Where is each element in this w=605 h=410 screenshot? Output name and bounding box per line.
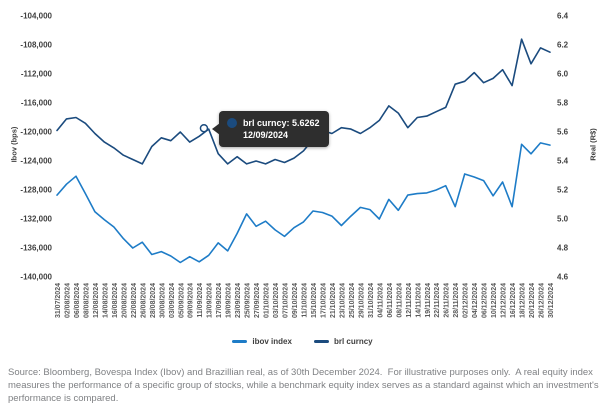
x-tick-label: 06/12/2024 [482,283,489,318]
x-tick-label: 28/08/2024 [150,283,157,318]
x-tick-label: 02/08/2024 [64,283,71,318]
brl-curncy-line[interactable] [56,38,551,165]
x-tick-label: 03/09/2024 [169,283,176,318]
x-tick-label: 25/09/2024 [245,283,252,318]
x-tick-label: 25/10/2024 [349,283,356,318]
x-tick-label: 20/12/2024 [529,283,536,318]
y-left-tick-label: -104,000 [20,12,52,21]
tooltip-arrow-icon [211,123,220,136]
x-tick-label: 12/08/2024 [93,283,100,318]
legend-swatch-brl-curncy-icon [313,340,329,343]
plot-svg: -104,000 -108,000 -112,000 -116,000 -120,000… [20,12,569,319]
legend-item-brl-curncy[interactable]: brl curncy [313,337,373,346]
x-tick-label: 26/08/2024 [140,283,147,318]
y-right-tick-label: 6.0 [557,70,569,79]
x-tick-label: 22/11/2024 [434,283,441,318]
x-tick-label: 15/10/2024 [311,283,318,318]
y-right-tick-label: 5.0 [557,215,569,224]
x-tick-label: 20/08/2024 [121,283,128,318]
series-dot-icon [226,118,237,129]
x-tick-label: 26/12/2024 [539,283,546,318]
ibov-index-line[interactable] [56,142,551,264]
x-tick-label: 27/09/2024 [254,283,261,318]
x-tick-label: 06/08/2024 [74,283,81,318]
x-tick-label: 08/08/2024 [83,283,90,318]
tooltip-value: brl curncy: 5.6262 [242,118,320,129]
x-tick-label: 31/10/2024 [368,283,375,318]
tooltip: brl curncy: 5.6262 12/09/2024 [211,111,330,148]
x-tick-label: 19/11/2024 [425,283,432,318]
x-tick-label: 26/11/2024 [444,283,451,318]
legend-swatch-ibov-index-icon [232,340,248,343]
hover-point-marker[interactable] [199,123,209,133]
y-right-tick-label: 4.6 [557,273,569,282]
x-tick-label: 31/07/2024 [55,283,62,318]
x-tick-label: 14/11/2024 [415,283,422,318]
y-left-tick-label: -136,000 [20,244,52,253]
x-tick-label: 09/09/2024 [188,283,195,318]
y-right-tick-label: 5.8 [557,99,569,108]
x-tick-label: 16/12/2024 [510,283,517,318]
x-tick-label: 04/11/2024 [377,283,384,318]
x-tick-label: 11/10/2024 [302,283,309,318]
legend: ibov index brl curncy [0,337,605,346]
tooltip-date: 12/09/2024 [242,130,288,141]
x-tick-label: 12/12/2024 [501,283,508,318]
x-tick-label: 04/12/2024 [472,283,479,318]
y-right-tick-label: 6.2 [557,41,569,50]
y-left-tick-label: -132,000 [20,215,52,224]
source-footnote: Source: Bloomberg, Bovespa Index (Ibov) … [8,367,602,404]
y-axis-left-title: Ibov (bps) [9,126,19,163]
y-right-tick-label: 6.4 [557,12,569,21]
x-tick-label: 18/12/2024 [520,283,527,318]
x-tick-label: 02/12/2024 [463,283,470,318]
x-tick-label: 12/11/2024 [406,283,413,318]
x-tick-label: 01/10/2024 [264,283,271,318]
x-tick-label: 23/10/2024 [339,283,346,318]
x-tick-label: 13/09/2024 [207,283,214,318]
y-left-tick-label: -128,000 [20,186,52,195]
y-right-tick-label: 4.8 [557,244,569,253]
x-tick-label: 23/09/2024 [235,283,242,318]
x-tick-label: 29/10/2024 [358,283,365,318]
y-right-tick-label: 5.6 [557,128,569,137]
y-right-tick-label: 5.2 [557,186,569,195]
tooltip-text: brl curncy: 5.6262 12/09/2024 [243,117,320,141]
y-left-tick-label: -112,000 [21,70,53,79]
legend-label-ibov-index: ibov index [252,337,292,346]
x-tick-label: 28/11/2024 [453,283,460,318]
y-left-tick-label: -108,000 [20,41,52,50]
y-left-tick-label: -140,000 [20,273,52,282]
y-right-tick-label: 5.4 [557,157,569,166]
legend-item-ibov-index[interactable]: ibov index [232,337,292,346]
x-tick-label: 30/08/2024 [159,283,166,318]
x-tick-label: 07/10/2024 [283,283,290,318]
y-axis-right-title: Real (R$) [588,128,598,161]
x-tick-label: 08/11/2024 [396,283,403,318]
x-tick-label: 21/10/2024 [330,283,337,318]
y-left-tick-label: -116,000 [21,99,53,108]
x-tick-label: 10/12/2024 [491,283,498,318]
x-tick-label: 17/09/2024 [216,283,223,318]
x-tick-label: 03/10/2024 [273,283,280,318]
y-left-tick-label: -124,000 [20,157,52,166]
x-tick-label: 22/08/2024 [131,283,138,318]
x-tick-label: 16/08/2024 [112,283,119,318]
x-tick-label: 14/08/2024 [102,283,109,318]
x-tick-label: 09/10/2024 [292,283,299,318]
x-tick-label: 06/11/2024 [387,283,394,318]
legend-label-brl-curncy: brl curncy [333,337,373,346]
x-tick-label: 05/09/2024 [178,283,185,318]
y-left-tick-label: -120,000 [20,128,52,137]
x-tick-label: 11/09/2024 [197,283,204,318]
x-tick-label: 17/10/2024 [320,283,327,318]
x-tick-label: 19/09/2024 [226,283,233,318]
x-tick-label: 30/12/2024 [548,283,555,318]
